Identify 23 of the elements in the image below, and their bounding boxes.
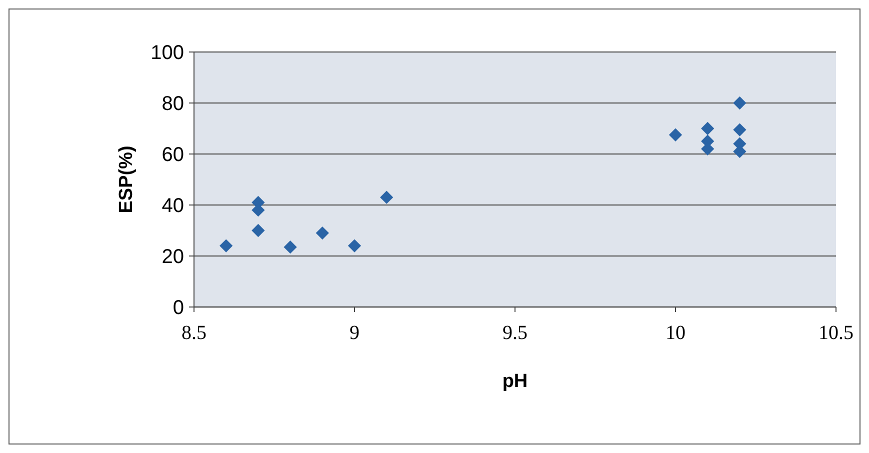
point xyxy=(252,224,265,238)
point xyxy=(733,96,746,110)
point xyxy=(380,190,394,204)
x-tick-label: 10 xyxy=(666,322,686,344)
point xyxy=(316,226,329,240)
x-tick-label: 8.5 xyxy=(182,322,206,344)
y-tick-label: 0 xyxy=(172,297,184,319)
point xyxy=(733,123,746,136)
x-tick-label: 9.5 xyxy=(502,322,528,344)
y-tick-label: 60 xyxy=(162,144,184,166)
point xyxy=(220,239,233,252)
x-tick-label: 9 xyxy=(350,322,360,344)
y-tick-label: 20 xyxy=(162,246,184,268)
x-tick-label: 10.5 xyxy=(818,322,854,344)
y-tick-label: 80 xyxy=(162,93,184,115)
x-axis-title: pH xyxy=(502,371,528,392)
y-tick-label: 100 xyxy=(150,42,184,64)
y-tick-label: 40 xyxy=(162,195,184,217)
point xyxy=(668,128,682,142)
point xyxy=(701,122,714,136)
point xyxy=(284,240,297,254)
point xyxy=(348,239,362,252)
y-axis-title: ESP(%) xyxy=(116,146,137,214)
